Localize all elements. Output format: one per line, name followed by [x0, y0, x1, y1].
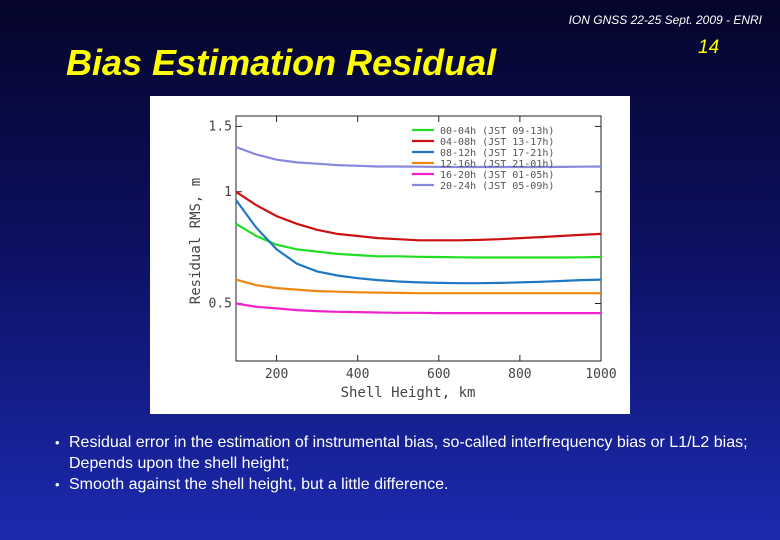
legend-label: 16-20h (JST 01-05h) — [440, 170, 554, 181]
x-axis-label: Shell Height, km — [341, 385, 476, 401]
series-line — [235, 190, 602, 242]
y-axis-label: Residual RMS, m — [188, 178, 204, 304]
series-line — [235, 145, 602, 169]
y-tick-label: 0.5 — [209, 297, 232, 312]
bullet-item: Residual error in the estimation of inst… — [55, 432, 755, 474]
bullet-item: Smooth against the shell height, but a l… — [55, 474, 755, 495]
x-tick-label: 600 — [427, 367, 450, 382]
bullet-list: Residual error in the estimation of inst… — [55, 432, 755, 495]
legend-label: 08-12h (JST 17-21h) — [440, 148, 554, 159]
slide-title: Bias Estimation Residual — [66, 42, 497, 83]
x-tick-label: 400 — [346, 367, 369, 382]
legend-label: 04-08h (JST 13-17h) — [440, 137, 554, 148]
legend-label: 00-04h (JST 09-13h) — [440, 126, 554, 137]
conference-note: ION GNSS 22-25 Sept. 2009 - ENRI — [568, 13, 762, 27]
y-tick-label: 1.5 — [209, 119, 232, 134]
series-line — [235, 199, 602, 285]
slide-number: 14 — [698, 37, 720, 58]
series-line — [235, 222, 602, 259]
legend-label: 12-16h (JST 21-01h) — [440, 159, 554, 170]
x-tick-label: 200 — [265, 367, 288, 382]
series-line — [235, 302, 601, 315]
series-line — [235, 278, 601, 295]
x-tick-label: 800 — [508, 367, 531, 382]
y-tick-label: 1 — [224, 185, 232, 200]
plot-area — [235, 115, 602, 362]
legend-label: 20-24h (JST 05-09h) — [440, 181, 554, 192]
chart-container: 200 400 600 800 1000 0.5 1 1.5 00-04h (JST 09-… — [150, 96, 630, 414]
residual-rms-chart: 200 400 600 800 1000 0.5 1 1.5 00-04h (JST 09-… — [188, 115, 617, 401]
x-tick-label: 1000 — [585, 367, 616, 382]
